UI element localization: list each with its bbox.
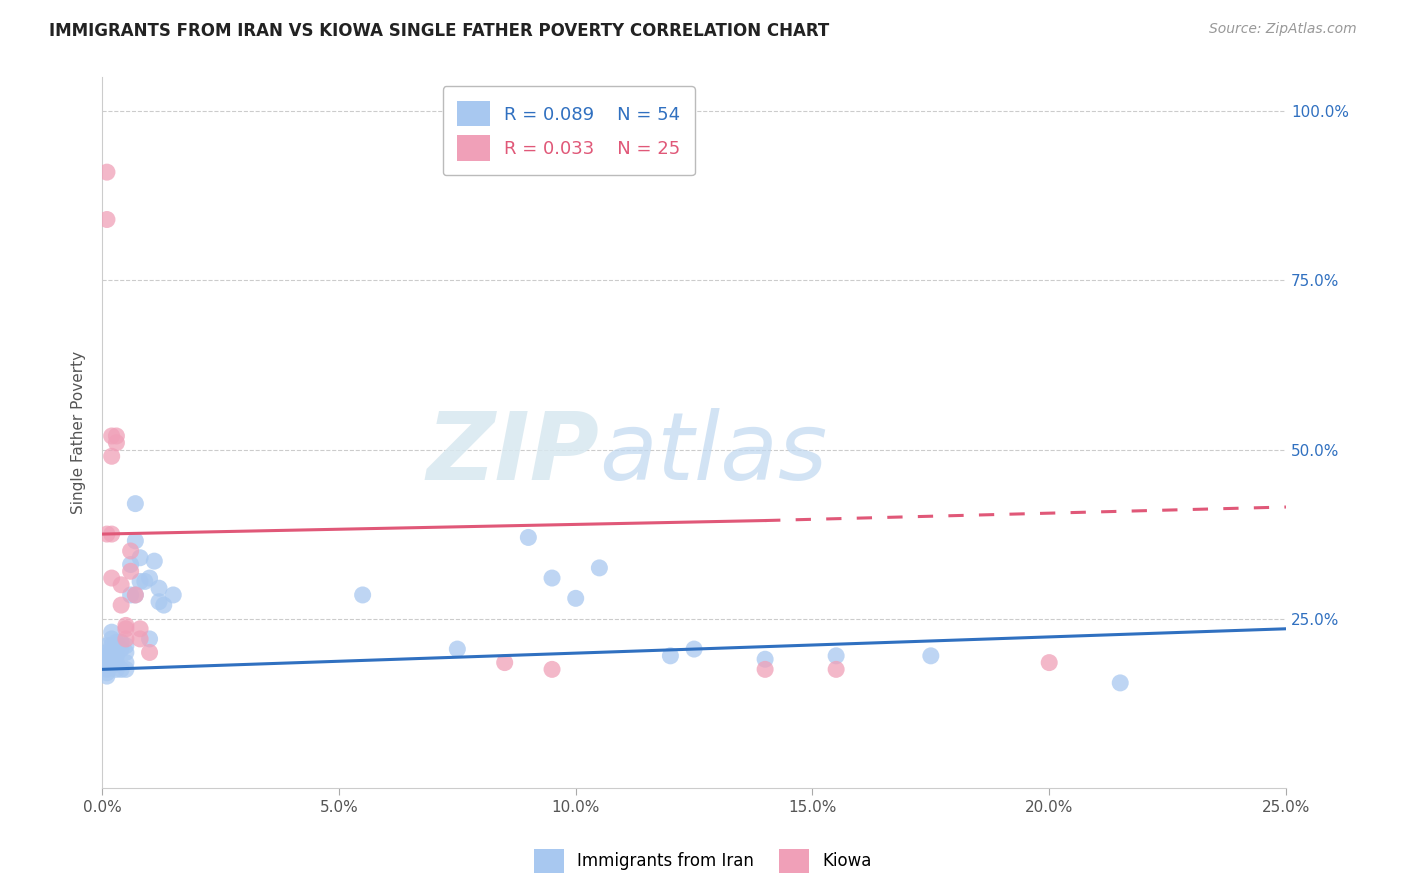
Point (754, 652, 776, 666)
Point (96, 652, 118, 666)
Point (120, 588, 142, 602)
Point (541, 662, 564, 676)
Point (110, 642, 132, 657)
Point (105, 429, 128, 443)
Point (96, 656, 118, 670)
Point (138, 632, 160, 646)
Point (129, 622, 152, 636)
Point (105, 648, 128, 663)
Point (105, 635, 128, 649)
Point (96, 662, 118, 676)
Point (100, 652, 122, 666)
Point (134, 574, 156, 589)
Point (115, 662, 138, 676)
Point (124, 533, 146, 548)
Point (129, 574, 152, 589)
Point (352, 588, 374, 602)
Point (96, 639, 118, 653)
Point (96, 212, 118, 227)
Point (110, 598, 132, 612)
Point (100, 450, 122, 464)
Point (110, 635, 132, 649)
Y-axis label: Single Father Poverty: Single Father Poverty (72, 351, 86, 514)
Point (1038, 656, 1060, 670)
Point (110, 578, 132, 592)
Point (129, 550, 152, 565)
Text: ZIP: ZIP (426, 408, 599, 500)
Point (541, 571, 564, 585)
Point (494, 656, 516, 670)
Point (100, 659, 122, 673)
Point (517, 531, 540, 545)
Point (100, 429, 122, 443)
Point (110, 662, 132, 676)
Point (100, 656, 122, 670)
Point (100, 527, 122, 541)
Point (105, 656, 128, 670)
Point (564, 591, 586, 606)
Point (138, 571, 160, 585)
Point (124, 588, 146, 602)
Legend: R = 0.089    N = 54, R = 0.033    N = 25: R = 0.089 N = 54, R = 0.033 N = 25 (443, 87, 695, 176)
Point (115, 618, 138, 632)
Text: atlas: atlas (599, 409, 828, 500)
Point (129, 632, 152, 646)
Point (825, 662, 848, 676)
Text: IMMIGRANTS FROM IRAN VS KIOWA SINGLE FATHER POVERTY CORRELATION CHART: IMMIGRANTS FROM IRAN VS KIOWA SINGLE FAT… (49, 22, 830, 40)
Point (105, 642, 128, 657)
Text: Source: ZipAtlas.com: Source: ZipAtlas.com (1209, 22, 1357, 37)
Point (446, 642, 468, 657)
Point (143, 554, 166, 568)
Point (152, 598, 174, 612)
Point (115, 622, 138, 636)
Point (100, 632, 122, 646)
Point (683, 642, 706, 657)
Point (100, 571, 122, 585)
Point (96, 645, 118, 659)
Point (96, 669, 118, 683)
Point (825, 648, 848, 663)
Point (659, 648, 682, 663)
Point (754, 662, 776, 676)
Point (138, 645, 160, 659)
Point (96, 165, 118, 179)
Point (148, 595, 170, 609)
Point (100, 639, 122, 653)
Legend: Immigrants from Iran, Kiowa: Immigrants from Iran, Kiowa (527, 842, 879, 880)
Point (120, 564, 142, 578)
Point (105, 662, 128, 676)
Point (115, 656, 138, 670)
Point (120, 558, 142, 572)
Point (115, 632, 138, 646)
Point (100, 625, 122, 640)
Point (100, 645, 122, 659)
Point (124, 497, 146, 511)
Point (96, 648, 118, 663)
Point (115, 645, 138, 659)
Point (96, 527, 118, 541)
Point (148, 581, 170, 595)
Point (124, 588, 146, 602)
Point (115, 639, 138, 653)
Point (120, 544, 142, 558)
Point (96, 665, 118, 680)
Point (105, 435, 128, 450)
Point (1109, 676, 1132, 690)
Point (588, 561, 610, 575)
Point (920, 648, 942, 663)
Point (162, 588, 184, 602)
